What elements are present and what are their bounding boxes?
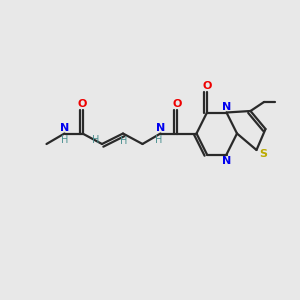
Text: N: N xyxy=(156,123,165,133)
Text: N: N xyxy=(60,123,69,133)
Text: N: N xyxy=(222,102,231,112)
Text: H: H xyxy=(61,135,69,145)
Text: N: N xyxy=(222,156,231,166)
Text: S: S xyxy=(259,148,267,159)
Text: O: O xyxy=(78,99,87,109)
Text: O: O xyxy=(202,81,212,91)
Text: H: H xyxy=(92,135,99,146)
Text: H: H xyxy=(120,136,127,146)
Text: H: H xyxy=(155,135,163,145)
Text: O: O xyxy=(172,99,182,109)
